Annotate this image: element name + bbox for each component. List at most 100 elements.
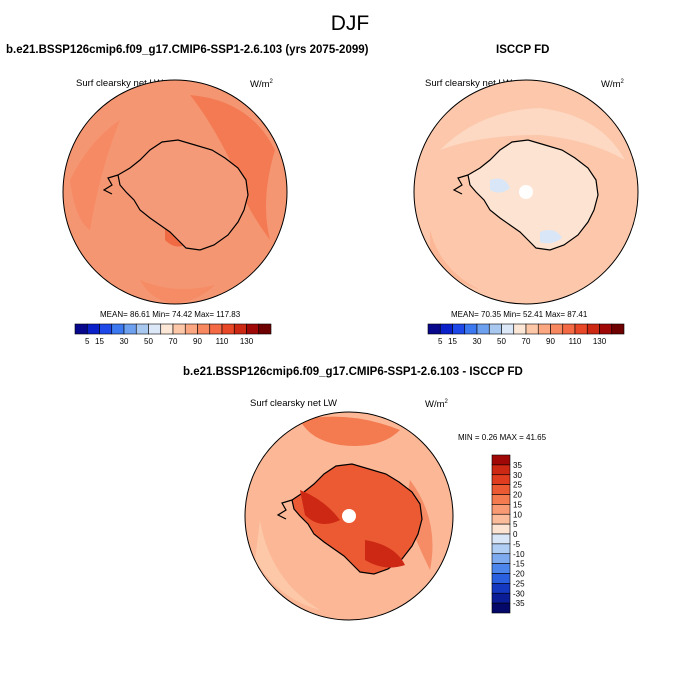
colorbar-1-swatch [99,323,113,335]
colorbar-3-tick-label: 35 [513,461,522,470]
colorbar-1-tick-label: 30 [120,337,129,346]
colorbar-3-swatch [491,494,511,505]
colorbar-1-swatch [111,323,125,335]
colorbar-1-swatch [172,323,186,335]
colorbar-3-swatch [491,454,511,466]
map-2-pole-hole [519,185,533,199]
colorbar-1-tick-label: 50 [144,337,153,346]
map-panel-2 [413,79,639,305]
colorbar-3-swatch [491,602,511,614]
colorbar-1-swatch [221,323,235,335]
panel-1-units: W/m2 [250,79,273,91]
map-3-pole-hole [342,509,356,523]
map-2-border [413,79,639,305]
colorbar-3-tick-label: -10 [513,550,525,559]
colorbar-1-swatch [233,323,247,335]
colorbar-3-tick-label: 25 [513,481,522,490]
panel-1-stats: MEAN= 86.61 Min= 74.42 Max= 117.83 [100,310,241,319]
colorbar-2-swatch [464,323,478,335]
colorbar-2-swatch [439,323,453,335]
colorbar-1-swatch [246,323,260,335]
colorbar-3-swatch [491,592,511,604]
colorbar-1-tick-label: 70 [169,337,178,346]
colorbar-2-swatch [501,323,515,335]
colorbar-1-tick-label: 130 [240,337,254,346]
colorbar-3-tick-label: 5 [513,520,518,529]
map-2-region-northeast [440,108,625,160]
map-1-region-south [140,280,215,304]
colorbar-3-tick-label: 20 [513,491,522,500]
colorbar-2-swatch [550,323,564,335]
map-2-antarctica-outline [467,139,599,251]
colorbar-3-swatch [491,583,511,594]
colorbar-3-tick-label: -5 [513,540,521,549]
colorbar-1-tick-label: 110 [216,337,229,346]
colorbar-3-swatch [491,543,511,555]
colorbar-2-swatch [537,323,551,335]
colorbar-3-tick-label: 30 [513,471,522,480]
map-3-border [244,411,454,621]
colorbar-2-tick-label: 130 [593,337,607,346]
colorbar-2-tick-label: 5 [438,337,443,346]
colorbar-3-swatch [491,504,511,515]
panel-2-title: ISCCP FD [496,44,550,56]
colorbar-2-swatch [452,323,466,335]
colorbar-3-swatch [491,513,511,525]
colorbar-1-swatch [160,323,174,335]
colorbar-2-tick-label: 15 [448,337,457,346]
colorbar-1-swatch [258,323,272,335]
colorbar-3-tick-label: -15 [513,560,525,569]
map-2-region-low-1 [490,178,510,193]
panel-3-units: W/m2 [425,399,448,411]
colorbar-3-tick-label: -30 [513,589,525,598]
colorbar-3-tick-label: -20 [513,570,525,579]
colorbar-3-tick-label: -35 [513,599,525,608]
panel-1-title: b.e21.BSSP126cmip6.f09_g17.CMIP6-SSP1-2.… [6,44,369,56]
map-1-antarctica-outline [117,139,249,251]
colorbar-1-swatch [197,323,211,335]
colorbar-panel-1: 5 15 30 50 70 90 110 130 [74,323,272,346]
panel-2-stats: MEAN= 70.35 Min= 52.41 Max= 87.41 [451,310,588,319]
colorbar-1-swatch [184,323,198,335]
colorbar-3-swatch [491,484,511,495]
colorbar-2-tick-label: 30 [473,337,482,346]
colorbar-1-tick-label: 15 [95,337,104,346]
map-panel-3 [244,411,454,621]
panel-2-variable: Surf clearsky net LW [425,78,512,89]
colorbar-2-swatch [574,323,588,335]
figure-title: DJF [330,12,370,35]
colorbar-panel-2: 5 15 30 50 70 90 110 130 [427,323,625,346]
colorbar-2-swatch [611,323,625,335]
colorbar-1-swatch [135,323,149,335]
colorbar-3-swatch [491,474,511,485]
colorbar-2-swatch [488,323,502,335]
colorbar-1-swatch [209,323,223,335]
map-3-antarctica-outline [291,463,423,575]
colorbar-2-tick-label: 50 [497,337,506,346]
colorbar-3-swatch [491,464,511,476]
colorbar-3-swatch [491,533,511,545]
colorbar-2-tick-label: 70 [522,337,531,346]
colorbar-2-tick-label: 110 [569,337,582,346]
colorbar-1-swatch [148,323,162,335]
colorbar-3-swatch [491,553,511,564]
colorbar-3-swatch [491,563,511,574]
map-panel-1 [62,79,288,305]
map-1-region-west [70,120,120,230]
colorbar-3-tick-label: -25 [513,579,525,588]
map-3-region-peak-2 [365,540,405,568]
panel-3-variable: Surf clearsky net LW [250,398,337,409]
colorbar-1-swatch [74,323,88,335]
colorbar-3-swatch [491,523,511,535]
panel-3-stats: MIN = 0.26 MAX = 41.65 [458,433,547,442]
colorbar-2-swatch [427,323,441,335]
map-2-peninsula-outline [452,174,469,195]
colorbar-2-swatch [562,323,576,335]
colorbar-3-tick-label: 10 [513,510,522,519]
colorbar-2-swatch [476,323,490,335]
map-3-region-southwest [255,520,320,610]
colorbar-3-tick-label: 15 [513,500,522,509]
colorbar-2-swatch [525,323,539,335]
